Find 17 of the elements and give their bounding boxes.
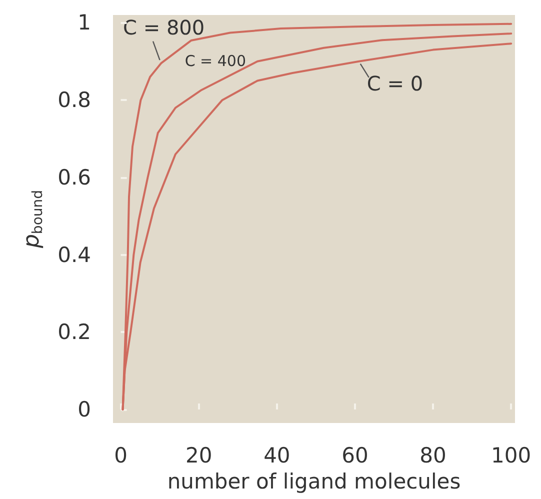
series-label: C = 400 (184, 52, 246, 70)
y-axis-title: pbound (20, 190, 46, 250)
series-label: C = 0 (366, 71, 424, 96)
series-label: C = 800 (123, 15, 205, 40)
x-tick-label: 80 (420, 444, 446, 468)
x-tick-label: 20 (185, 444, 212, 468)
y-tick-label: 1 (78, 10, 91, 35)
x-tick-label: 40 (264, 444, 290, 468)
y-tick-label: 0.2 (58, 320, 91, 344)
x-tick-label: 60 (342, 444, 368, 468)
y-tick-label: 0 (78, 397, 91, 422)
x-axis-title: number of ligand molecules (167, 470, 461, 494)
x-tick-label: 0 (114, 444, 128, 468)
y-tick-label: 0.6 (58, 165, 91, 190)
x-tick-label: 100 (491, 444, 532, 468)
y-tick-label: 0.8 (58, 88, 91, 112)
y-tick-label: 0.4 (58, 242, 91, 267)
